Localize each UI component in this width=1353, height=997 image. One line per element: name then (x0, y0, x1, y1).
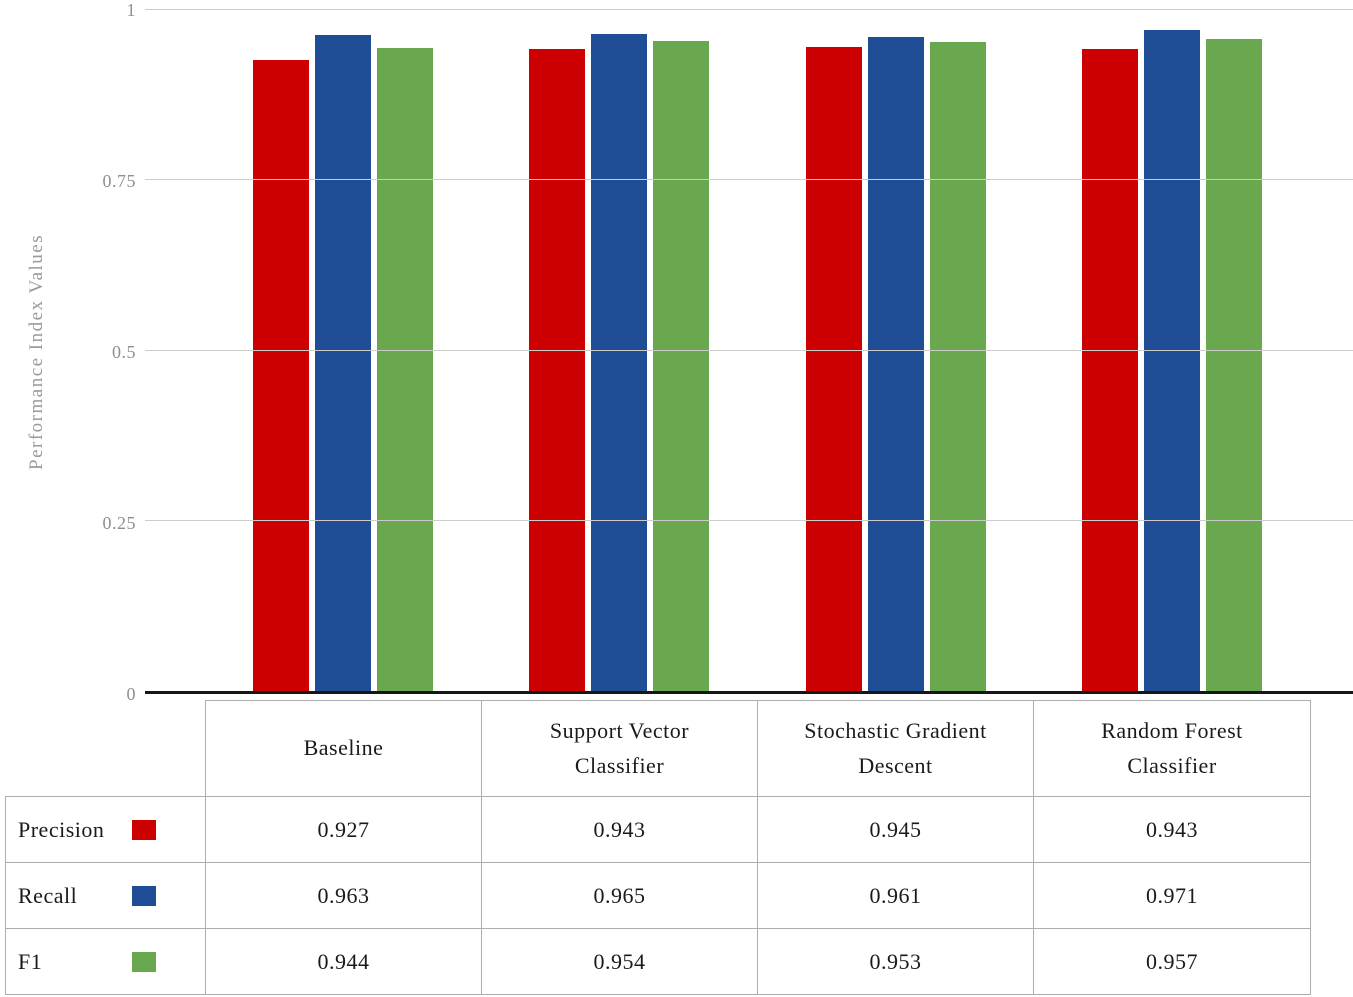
bar-f1-support-vector-classifier (653, 41, 710, 691)
f1-swatch (132, 951, 156, 972)
bar-recall-baseline (315, 35, 372, 691)
y-tick-label: 0.25 (102, 513, 136, 533)
series-label-precision: Precision (18, 816, 105, 842)
bar-group-support-vector-classifier (481, 10, 757, 691)
bar-precision-random-forest-classifier (1081, 48, 1138, 691)
y-tick-label: 0.5 (112, 342, 136, 362)
table-row-f1: F1 0.944 0.954 0.953 0.957 (5, 928, 1311, 995)
value-cell: 0.961 (757, 862, 1034, 929)
column-header-baseline: Baseline (205, 700, 482, 797)
gridline (145, 349, 1353, 351)
bar-groups (205, 10, 1310, 691)
bar-precision-support-vector-classifier (529, 48, 586, 691)
y-tick-label: 1 (126, 0, 136, 20)
column-header-support-vector-classifier: Support Vector Classifier (481, 700, 758, 797)
value-cell: 0.927 (205, 796, 482, 863)
value-cell: 0.965 (481, 862, 758, 929)
table-corner-blank (6, 701, 206, 797)
bar-recall-support-vector-classifier (591, 33, 648, 691)
series-label-f1: F1 (18, 948, 43, 974)
value-cell: 0.963 (205, 862, 482, 929)
table-header-row: Baseline Support Vector Classifier Stoch… (6, 700, 1311, 797)
plot-area (145, 9, 1353, 694)
bar-precision-baseline (253, 59, 310, 691)
bar-group-stochastic-gradient-descent (758, 10, 1034, 691)
value-cell: 0.957 (1033, 928, 1311, 995)
column-header-stochastic-gradient-descent: Stochastic Gradient Descent (757, 700, 1034, 797)
bar-f1-baseline (377, 48, 434, 691)
gridline (145, 519, 1353, 521)
bar-group-baseline (205, 10, 481, 691)
table-row-precision: Precision 0.927 0.943 0.945 0.943 (5, 796, 1311, 863)
table-row-recall: Recall 0.963 0.965 0.961 0.971 (5, 862, 1311, 929)
value-cell: 0.943 (481, 796, 758, 863)
series-label-recall: Recall (18, 882, 78, 908)
y-tick-label: 0.75 (102, 171, 136, 191)
column-header-random-forest-classifier: Random Forest Classifier (1033, 700, 1311, 797)
value-cell: 0.943 (1033, 796, 1311, 863)
gridline (145, 179, 1353, 181)
chart-section: Performance Index Values 0 0.25 0.5 0.75 1 (0, 1, 1353, 703)
bar-group-random-forest-classifier (1034, 10, 1310, 691)
legend-cell-precision: Precision (5, 796, 206, 863)
value-cell: 0.954 (481, 928, 758, 995)
value-cell: 0.971 (1033, 862, 1311, 929)
value-cell: 0.944 (205, 928, 482, 995)
bar-f1-stochastic-gradient-descent (929, 42, 986, 691)
bar-f1-random-forest-classifier (1205, 39, 1262, 691)
y-axis-ticks: 0 0.25 0.5 0.75 1 (0, 1, 136, 703)
legend-cell-recall: Recall (5, 862, 206, 929)
y-tick-label: 0 (126, 684, 136, 704)
data-table: Baseline Support Vector Classifier Stoch… (5, 700, 1311, 995)
value-cell: 0.945 (757, 796, 1034, 863)
gridline (145, 9, 1353, 10)
value-cell: 0.953 (757, 928, 1034, 995)
recall-swatch (132, 885, 156, 906)
precision-swatch (132, 819, 156, 840)
bar-precision-stochastic-gradient-descent (805, 47, 862, 691)
bar-recall-random-forest-classifier (1143, 29, 1200, 691)
legend-cell-f1: F1 (5, 928, 206, 995)
bar-recall-stochastic-gradient-descent (867, 36, 924, 691)
